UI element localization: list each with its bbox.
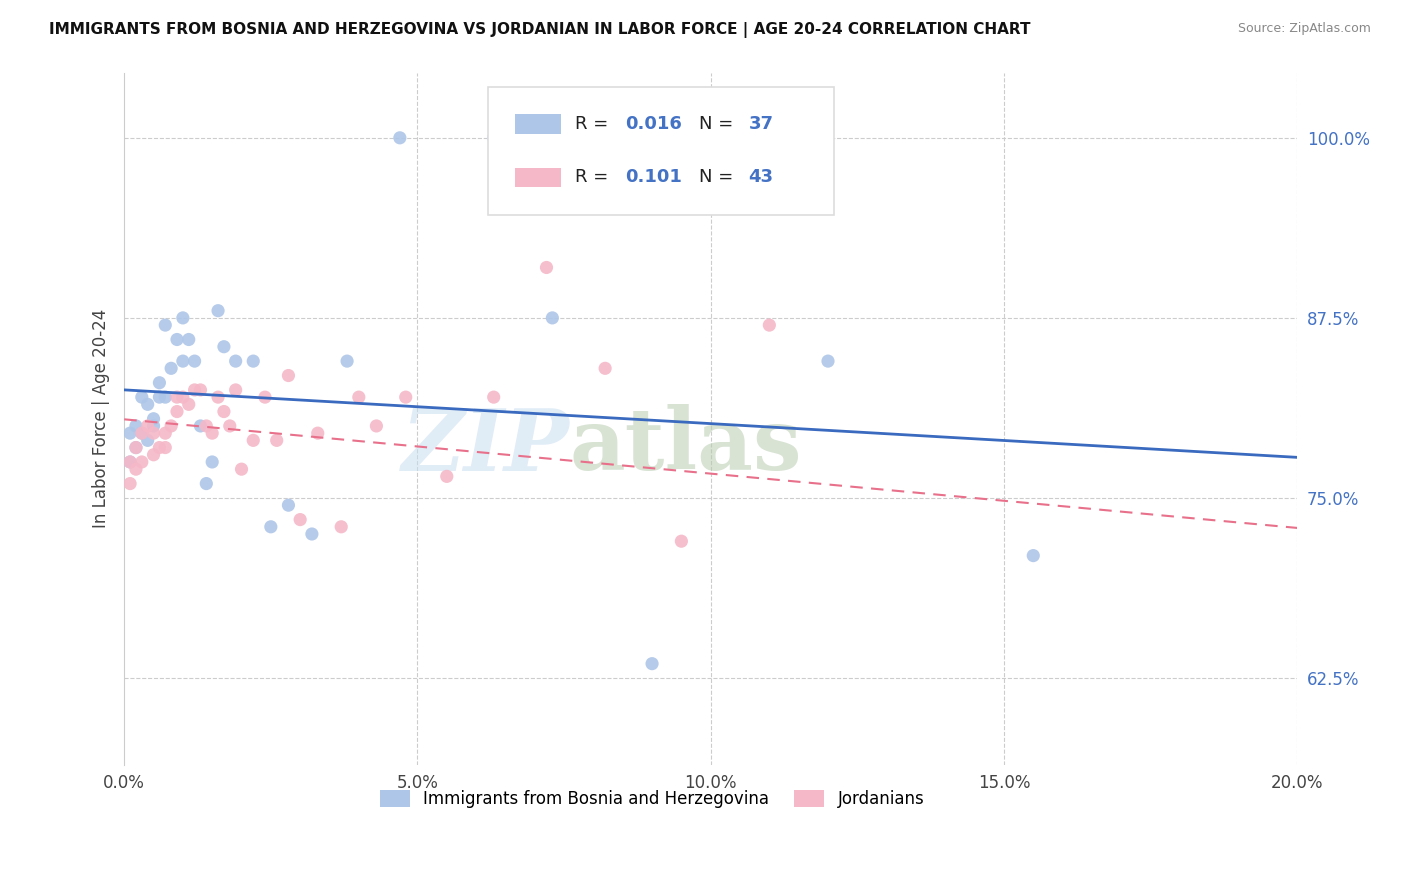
Point	[131, 426, 153, 441]
Text: 43: 43	[748, 169, 773, 186]
Point	[207, 390, 229, 404]
FancyBboxPatch shape	[515, 114, 561, 134]
Text: ZIP: ZIP	[402, 405, 569, 488]
Point	[172, 390, 194, 404]
Point	[166, 404, 188, 418]
Point	[120, 426, 142, 441]
Text: 0.016: 0.016	[626, 115, 682, 133]
Point	[177, 333, 200, 347]
Point	[366, 419, 388, 434]
Point	[212, 340, 235, 354]
Point	[266, 434, 288, 448]
Point	[125, 441, 148, 455]
FancyBboxPatch shape	[488, 87, 834, 215]
Point	[131, 390, 153, 404]
Point	[212, 404, 235, 418]
Text: N =: N =	[699, 169, 740, 186]
Point	[136, 397, 159, 411]
Text: atlas: atlas	[569, 404, 803, 489]
Text: 37: 37	[748, 115, 773, 133]
Point	[1022, 549, 1045, 563]
Point	[177, 397, 200, 411]
Point	[125, 441, 148, 455]
Point	[388, 130, 411, 145]
Point	[142, 411, 165, 425]
Point	[142, 426, 165, 441]
Point	[482, 130, 505, 145]
Point	[231, 462, 253, 476]
Point	[330, 520, 353, 534]
Point	[190, 419, 212, 434]
Point	[195, 419, 218, 434]
Point	[277, 498, 299, 512]
Point	[347, 390, 370, 404]
Point	[817, 354, 839, 368]
Point	[120, 476, 142, 491]
Point	[160, 361, 183, 376]
Point	[190, 383, 212, 397]
Point	[155, 390, 177, 404]
Point	[242, 434, 264, 448]
Text: IMMIGRANTS FROM BOSNIA AND HERZEGOVINA VS JORDANIAN IN LABOR FORCE | AGE 20-24 C: IMMIGRANTS FROM BOSNIA AND HERZEGOVINA V…	[49, 22, 1031, 38]
Point	[155, 318, 177, 332]
Point	[195, 476, 218, 491]
Point	[536, 260, 558, 275]
Point	[155, 441, 177, 455]
Point	[183, 383, 205, 397]
Point	[131, 426, 153, 441]
Point	[172, 354, 194, 368]
Point	[436, 469, 458, 483]
Text: N =: N =	[699, 115, 740, 133]
Point	[482, 390, 505, 404]
Point	[172, 310, 194, 325]
Point	[671, 534, 693, 549]
FancyBboxPatch shape	[515, 168, 561, 187]
Point	[207, 303, 229, 318]
Point	[260, 520, 283, 534]
Point	[277, 368, 299, 383]
Point	[166, 390, 188, 404]
Text: R =: R =	[575, 115, 614, 133]
Point	[136, 419, 159, 434]
Point	[160, 419, 183, 434]
Point	[336, 354, 359, 368]
Y-axis label: In Labor Force | Age 20-24: In Labor Force | Age 20-24	[93, 310, 110, 528]
Point	[148, 390, 170, 404]
Point	[125, 462, 148, 476]
Point	[136, 434, 159, 448]
Point	[155, 426, 177, 441]
Point	[758, 318, 780, 332]
Point	[876, 764, 898, 779]
Point	[641, 657, 664, 671]
Point	[120, 455, 142, 469]
Point	[183, 354, 205, 368]
Point	[201, 455, 224, 469]
Point	[307, 426, 329, 441]
Point	[242, 354, 264, 368]
Point	[166, 333, 188, 347]
Point	[593, 361, 616, 376]
Point	[541, 310, 564, 325]
Point	[131, 455, 153, 469]
Legend: Immigrants from Bosnia and Herzegovina, Jordanians: Immigrants from Bosnia and Herzegovina, …	[373, 783, 931, 815]
Point	[301, 527, 323, 541]
Point	[125, 419, 148, 434]
Point	[395, 390, 418, 404]
Point	[142, 448, 165, 462]
Text: 0.101: 0.101	[626, 169, 682, 186]
Point	[148, 376, 170, 390]
Text: R =: R =	[575, 169, 614, 186]
Point	[120, 455, 142, 469]
Point	[201, 426, 224, 441]
Point	[142, 419, 165, 434]
Point	[218, 419, 240, 434]
Point	[225, 383, 247, 397]
Text: Source: ZipAtlas.com: Source: ZipAtlas.com	[1237, 22, 1371, 36]
Point	[148, 441, 170, 455]
Point	[253, 390, 276, 404]
Point	[288, 513, 311, 527]
Point	[225, 354, 247, 368]
